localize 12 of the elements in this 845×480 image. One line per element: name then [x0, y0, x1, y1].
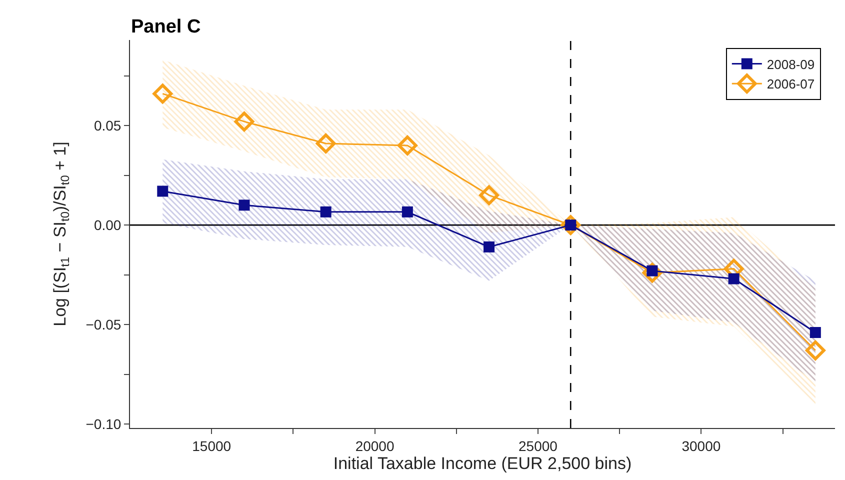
y-tick-label: 0.05 [94, 117, 122, 134]
y-tick-label: 0.00 [94, 216, 122, 233]
x-tick-label: 25000 [518, 438, 558, 454]
x-tick-label: 20000 [355, 438, 394, 454]
y-tick-label: −0.05 [86, 316, 122, 332]
chart-title: Panel C [130, 16, 201, 38]
y-tick-label: −0.10 [86, 416, 122, 432]
x-tick-label: 15000 [192, 438, 232, 454]
x-tick-label: 30000 [682, 438, 721, 454]
x-axis-title: Initial Taxable Income (EUR 2,500 bins) [333, 454, 632, 474]
legend-label: 2008-09 [766, 56, 815, 72]
legend-label: 2006-07 [766, 76, 815, 92]
